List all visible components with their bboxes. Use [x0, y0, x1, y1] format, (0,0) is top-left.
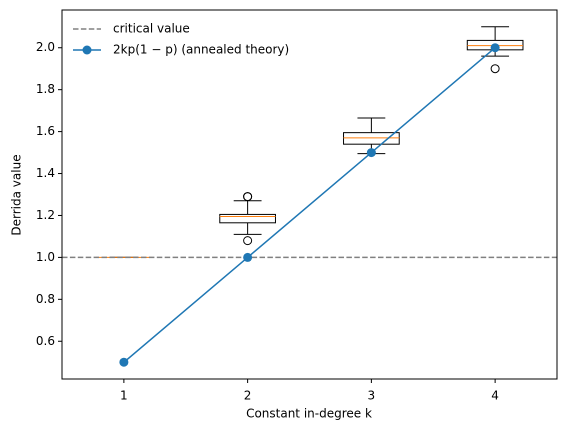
x-tick-label: 4: [491, 389, 499, 403]
y-tick-label: 0.6: [36, 334, 55, 348]
y-tick-label: 2.0: [36, 40, 55, 54]
y-axis-label: Derrida value: [10, 154, 24, 235]
flier: [243, 192, 253, 202]
flier: [243, 236, 253, 246]
point: [119, 357, 129, 367]
flier: [490, 64, 500, 74]
line: [123, 47, 496, 363]
x-tick-label: 3: [368, 389, 376, 403]
box: [343, 132, 400, 145]
point: [490, 43, 500, 53]
box: [219, 213, 276, 224]
x-tick-label: 2: [244, 389, 252, 403]
point: [243, 252, 253, 262]
y-tick-label: 0.8: [36, 292, 55, 306]
y-tick-label: 1.6: [36, 124, 55, 138]
y-tick-label: 1.0: [36, 250, 55, 264]
x-axis-label: Constant in-degree k: [246, 407, 372, 421]
y-tick-label: 1.2: [36, 208, 55, 222]
legend-label: critical value: [113, 22, 190, 36]
x-tick-label: 1: [120, 389, 128, 403]
y-tick-label: 1.4: [36, 166, 55, 180]
legend-marker: [82, 45, 92, 55]
y-tick-label: 1.8: [36, 82, 55, 96]
axes-frame: [61, 9, 558, 380]
point: [366, 148, 376, 158]
legend-label: 2kp(1 − p) (annealed theory): [113, 43, 289, 57]
